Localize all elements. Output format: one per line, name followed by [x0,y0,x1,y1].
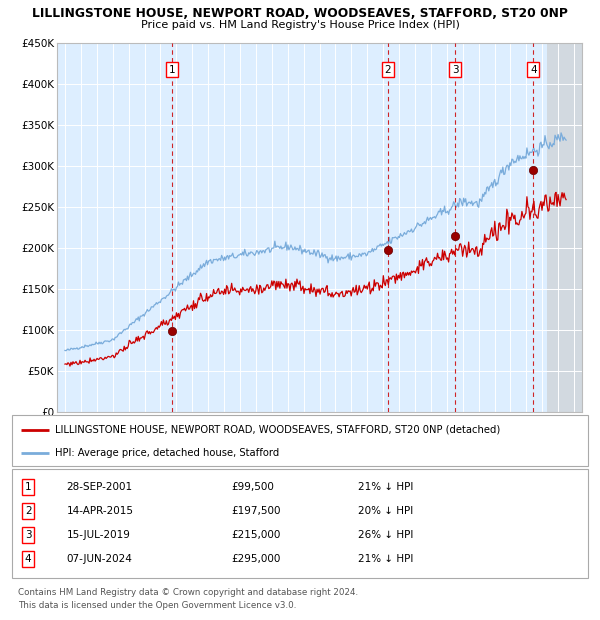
Text: 1: 1 [25,482,31,492]
Text: 15-JUL-2019: 15-JUL-2019 [67,530,131,540]
Text: This data is licensed under the Open Government Licence v3.0.: This data is licensed under the Open Gov… [18,601,296,611]
Text: Contains HM Land Registry data © Crown copyright and database right 2024.: Contains HM Land Registry data © Crown c… [18,588,358,597]
FancyBboxPatch shape [12,469,588,578]
Text: 2: 2 [25,506,31,516]
Text: £99,500: £99,500 [231,482,274,492]
Text: 14-APR-2015: 14-APR-2015 [67,506,134,516]
Text: LILLINGSTONE HOUSE, NEWPORT ROAD, WOODSEAVES, STAFFORD, ST20 0NP: LILLINGSTONE HOUSE, NEWPORT ROAD, WOODSE… [32,7,568,20]
Text: 2: 2 [385,64,391,74]
Text: 28-SEP-2001: 28-SEP-2001 [67,482,133,492]
Text: Price paid vs. HM Land Registry's House Price Index (HPI): Price paid vs. HM Land Registry's House … [140,20,460,30]
Text: 07-JUN-2024: 07-JUN-2024 [67,554,133,564]
Text: 20% ↓ HPI: 20% ↓ HPI [358,506,413,516]
Text: 4: 4 [25,554,31,564]
FancyBboxPatch shape [12,415,588,466]
Text: 3: 3 [25,530,31,540]
Text: 4: 4 [530,64,536,74]
Text: 21% ↓ HPI: 21% ↓ HPI [358,554,413,564]
Text: 1: 1 [169,64,176,74]
Text: HPI: Average price, detached house, Stafford: HPI: Average price, detached house, Staf… [55,448,280,458]
Text: £197,500: £197,500 [231,506,280,516]
Text: 21% ↓ HPI: 21% ↓ HPI [358,482,413,492]
Text: 3: 3 [452,64,458,74]
Bar [547,43,582,412]
Text: £215,000: £215,000 [231,530,280,540]
Text: LILLINGSTONE HOUSE, NEWPORT ROAD, WOODSEAVES, STAFFORD, ST20 0NP (detached): LILLINGSTONE HOUSE, NEWPORT ROAD, WOODSE… [55,425,500,435]
Text: £295,000: £295,000 [231,554,280,564]
Text: 26% ↓ HPI: 26% ↓ HPI [358,530,413,540]
